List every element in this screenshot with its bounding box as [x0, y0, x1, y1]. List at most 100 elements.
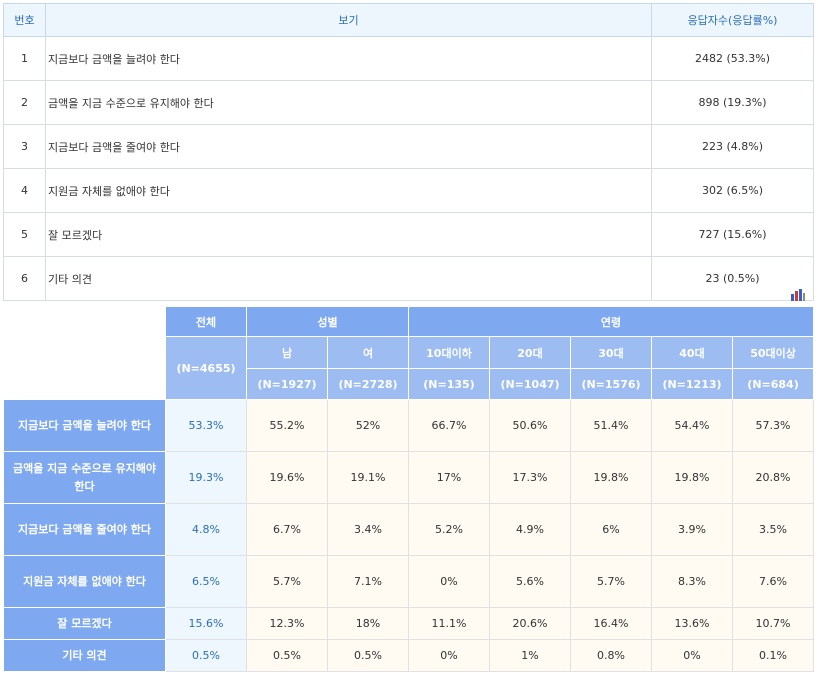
crosstab-header-row-3: (N=1927) (N=2728) (N=135) (N=1047) (N=1576)(…: [4, 368, 815, 400]
row-total: 15.6%: [165, 607, 247, 640]
row-value: 0%: [408, 555, 490, 608]
row-value: 6.7%: [246, 503, 328, 556]
total-n: (N=4655): [165, 336, 247, 400]
crosstab-row: 지금보다 금액을 줄여야 한다 4.8% 6.7% 3.4% 5.2% 4.9% 6% 3.9…: [3, 503, 815, 556]
row-value: 20.8%: [731, 451, 815, 504]
row-value: 16.4%: [570, 607, 652, 640]
row-value: 13.6%: [651, 607, 733, 640]
row-value: 55.2%: [246, 399, 328, 452]
row-value: 17%: [408, 451, 490, 504]
option-no: 1: [3, 36, 46, 81]
row-value: 7.1%: [327, 555, 409, 608]
option-result: 23 (0.5%): [651, 256, 814, 301]
group-n: (N=1927): [246, 368, 328, 400]
option-no: 5: [3, 212, 46, 257]
row-label: 기타 의견: [3, 639, 166, 672]
crosstab-row: 지원금 자체를 없애야 한다 6.5% 5.7% 7.1% 0% 5.6% 5.7% 8.3%…: [3, 555, 815, 608]
crosstab-row: 기타 의견 0.5% 0.5% 0.5% 0% 1% 0.8% 0% 0.1%: [3, 639, 815, 672]
group-n: (N=684): [731, 368, 815, 400]
row-value: 19.8%: [570, 451, 652, 504]
option-text: 잘 모르겠다: [45, 212, 652, 257]
header-option: 보기: [45, 3, 652, 37]
row-value: 3.9%: [651, 503, 733, 556]
row-value: 0.5%: [327, 639, 409, 672]
option-result: 2482 (53.3%): [651, 36, 814, 81]
row-value: 3.4%: [327, 503, 409, 556]
option-no: 4: [3, 168, 46, 213]
group-n: (N=2728): [327, 368, 409, 400]
option-result: 302 (6.5%): [651, 168, 814, 213]
row-value: 5.6%: [489, 555, 571, 608]
row-value: 5.7%: [246, 555, 328, 608]
row-value: 1%: [489, 639, 571, 672]
row-value: 19.8%: [651, 451, 733, 504]
option-no: 6: [3, 256, 46, 301]
option-result: 727 (15.6%): [651, 212, 814, 257]
gender-header: 성별: [246, 306, 409, 337]
group-n: (N=1047): [489, 368, 571, 400]
row-total: 4.8%: [165, 503, 247, 556]
group-label: 30대: [570, 336, 652, 369]
option-result: 898 (19.3%): [651, 80, 814, 125]
crosstab-row: 잘 모르겠다 15.6% 12.3% 18% 11.1% 20.6% 16.4% 13.6% 1…: [3, 607, 815, 640]
option-no: 2: [3, 80, 46, 125]
row-value: 0.8%: [570, 639, 652, 672]
row-value: 5.2%: [408, 503, 490, 556]
row-value: 4.9%: [489, 503, 571, 556]
option-result: 223 (4.8%): [651, 124, 814, 169]
row-label: 금액을 지금 수준으로 유지해야 한다: [3, 451, 166, 504]
row-value: 6%: [570, 503, 652, 556]
row-total: 6.5%: [165, 555, 247, 608]
row-total: 53.3%: [165, 399, 247, 452]
row-value: 19.1%: [327, 451, 409, 504]
survey-options-table: 번호 보기 응답자수(응답률%) 1 지금보다 금액을 늘려야 한다 2482 (5…: [3, 3, 814, 301]
row-total: 19.3%: [165, 451, 247, 504]
row-value: 0%: [651, 639, 733, 672]
total-header: 전체: [165, 306, 247, 337]
bar-chart-icon[interactable]: [790, 288, 806, 301]
crosstab-header-row-2: (N=4655) 남 여 10대이하 20대 30대 40대 50대이상: [4, 336, 815, 400]
row-value: 5.7%: [570, 555, 652, 608]
row-value: 0.1%: [731, 639, 815, 672]
option-row: 1 지금보다 금액을 늘려야 한다 2482 (53.3%): [3, 36, 814, 81]
option-row: 3 지금보다 금액을 줄여야 한다 223 (4.8%): [3, 124, 814, 169]
row-label: 지금보다 금액을 줄여야 한다: [3, 503, 166, 556]
options-header-row: 번호 보기 응답자수(응답률%): [3, 3, 814, 37]
crosstab-row: 지금보다 금액을 늘려야 한다 53.3% 55.2% 52% 66.7% 50.6% 51…: [3, 399, 815, 452]
group-label: 10대이하: [408, 336, 490, 369]
option-text: 기타 의견: [45, 256, 652, 301]
row-value: 12.3%: [246, 607, 328, 640]
row-value: 20.6%: [489, 607, 571, 640]
row-value: 0%: [408, 639, 490, 672]
row-value: 19.6%: [246, 451, 328, 504]
group-label: 40대: [651, 336, 733, 369]
option-text: 지원금 자체를 없애야 한다: [45, 168, 652, 213]
age-header: 연령: [407, 306, 815, 337]
row-label: 지원금 자체를 없애야 한다: [3, 555, 166, 608]
crosstab-row: 금액을 지금 수준으로 유지해야 한다 19.3% 19.6% 19.1% 17% 17.…: [3, 451, 815, 504]
row-value: 18%: [327, 607, 409, 640]
row-value: 51.4%: [570, 399, 652, 452]
option-row: 6 기타 의견 23 (0.5%): [3, 256, 814, 301]
option-no: 3: [3, 124, 46, 169]
row-value: 17.3%: [489, 451, 571, 504]
row-value: 54.4%: [651, 399, 733, 452]
crosstab-header-row-1: 전체 성별 연령: [3, 306, 815, 400]
row-value: 57.3%: [731, 399, 815, 452]
row-value: 8.3%: [651, 555, 733, 608]
header-no: 번호: [3, 3, 46, 37]
option-row: 2 금액을 지금 수준으로 유지해야 한다 898 (19.3%): [3, 80, 814, 125]
row-value: 52%: [327, 399, 409, 452]
row-value: 50.6%: [489, 399, 571, 452]
group-n: (N=1576): [570, 368, 652, 400]
corner-cell: [3, 306, 166, 400]
option-text: 지금보다 금액을 줄여야 한다: [45, 124, 652, 169]
group-n: (N=1213): [651, 368, 733, 400]
row-value: 0.5%: [246, 639, 328, 672]
group-label: 50대이상: [731, 336, 815, 369]
option-text: 금액을 지금 수준으로 유지해야 한다: [45, 80, 652, 125]
group-n: (N=135): [408, 368, 490, 400]
header-result: 응답자수(응답률%): [651, 3, 814, 37]
row-value: 11.1%: [408, 607, 490, 640]
